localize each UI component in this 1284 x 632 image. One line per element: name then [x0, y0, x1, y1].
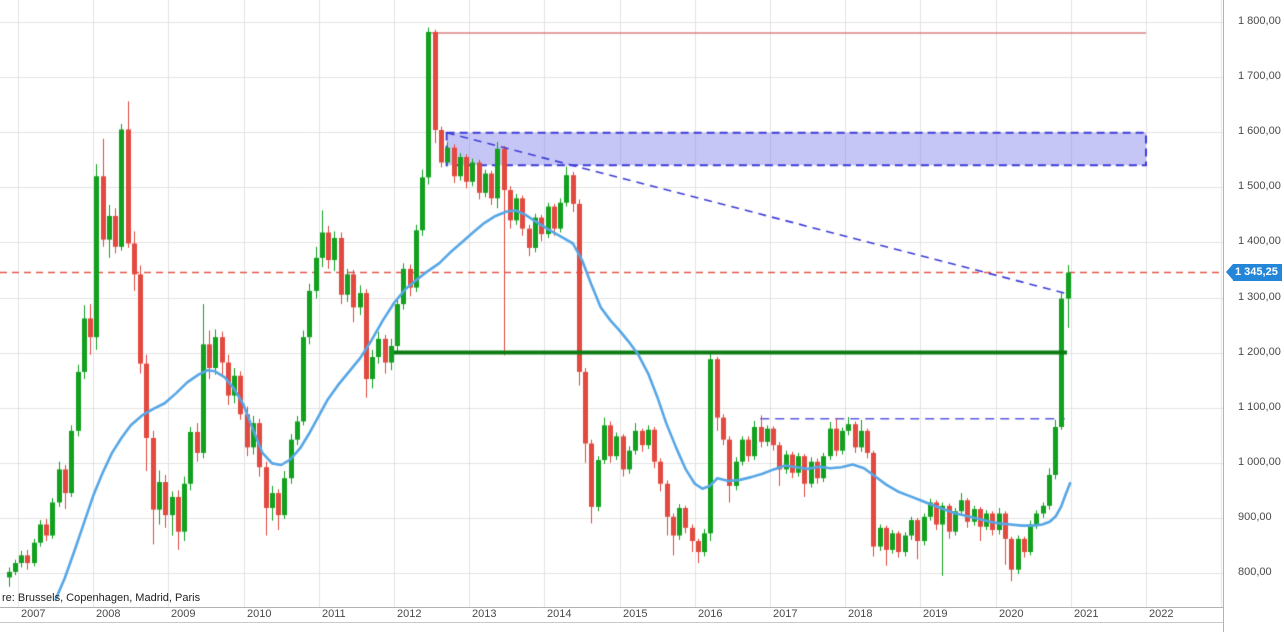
price-axis-label: 1 300,00: [1238, 290, 1281, 303]
price-axis[interactable]: 1 800,00 1 700,00 1 600,00 1 500,00 1 400,00…: [1223, 0, 1284, 632]
bottom-border: [0, 622, 1284, 623]
time-axis-label: 2016: [698, 608, 723, 620]
time-axis[interactable]: 2007 2008 2009 2010 2011 2012 2013 2014 2015 2016…: [0, 608, 1247, 622]
price-axis-label: 1 100,00: [1238, 400, 1281, 413]
price-axis-label: 1 400,00: [1238, 235, 1281, 248]
price-axis-label: 900,00: [1238, 510, 1272, 523]
time-axis-label: 2015: [623, 608, 648, 620]
price-axis-label: 1 600,00: [1238, 125, 1281, 138]
time-axis-label: 2017: [773, 608, 798, 620]
time-axis-label: 2009: [171, 608, 196, 620]
price-axis-label: 1 700,00: [1238, 70, 1281, 83]
last-price-value: 1 345,25: [1233, 263, 1282, 281]
time-axis-border: [0, 607, 1284, 608]
time-axis-label: 2010: [247, 608, 272, 620]
time-axis-label: 2018: [848, 608, 873, 620]
price-axis-label: 1 200,00: [1238, 345, 1281, 358]
last-price-tag: 1 345,25: [1226, 263, 1282, 281]
time-axis-label: 2022: [1149, 608, 1174, 620]
time-axis-label: 2021: [1074, 608, 1099, 620]
time-axis-label: 2013: [472, 608, 497, 620]
price-chart-canvas[interactable]: [0, 0, 1223, 607]
time-axis-label: 2008: [96, 608, 121, 620]
time-axis-label: 2014: [547, 608, 572, 620]
price-axis-label: 1 800,00: [1238, 15, 1281, 27]
price-axis-label: 1 000,00: [1238, 455, 1281, 468]
time-axis-label: 2011: [322, 608, 346, 620]
price-axis-label: 800,00: [1238, 566, 1272, 578]
exchange-source-label: re: Brussels, Copenhagen, Madrid, Paris: [2, 592, 201, 604]
price-tag-arrow-icon: [1226, 264, 1233, 281]
time-axis-label: 2019: [923, 608, 948, 620]
time-axis-label: 2012: [397, 608, 422, 620]
time-axis-label: 2007: [21, 608, 46, 620]
price-axis-label: 1 500,00: [1238, 180, 1281, 193]
time-axis-label: 2020: [999, 608, 1024, 620]
